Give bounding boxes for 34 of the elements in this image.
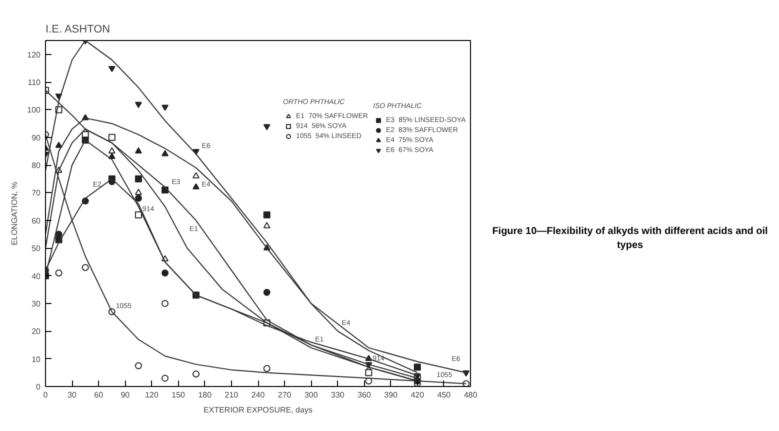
x-tick-label: 240 (251, 390, 266, 400)
x-tick-label: 420 (410, 390, 425, 400)
y-tick-label: 40 (32, 272, 42, 281)
x-tick-label: 210 (224, 390, 239, 400)
x-tick-label: 450 (437, 390, 452, 400)
y-tick-label: 30 (32, 299, 42, 308)
y-tick-label: 110 (28, 78, 42, 88)
y-tick-label: 60 (32, 216, 42, 226)
y-tick-label: 0 (36, 382, 42, 392)
y-tick-label: 120 (27, 50, 42, 60)
x-tick-label: 150 (172, 390, 186, 400)
x-tick-label: 360 (358, 390, 372, 400)
y-axis-title: ELONGATION, % (10, 182, 20, 246)
y-tick-label: 50 (32, 244, 42, 254)
y-tick-label: 70 (32, 188, 42, 198)
x-tick-label: 30 (68, 390, 78, 400)
y-tick-label: 80 (32, 161, 42, 170)
x-tick-label: 270 (278, 390, 292, 400)
x-tick-label: 180 (198, 390, 212, 400)
x-tick-label: 120 (145, 390, 159, 400)
y-tick-label: 100 (27, 106, 42, 115)
y-tick-label: 20 (32, 327, 42, 336)
x-axis-title: EXTERIOR EXPOSURE, days (204, 406, 312, 414)
x-tick-label: 60 (94, 390, 104, 400)
x-tick-label: 390 (384, 390, 398, 400)
x-tick-label: 90 (120, 390, 130, 400)
x-tick-label: 330 (331, 390, 345, 400)
text: I.E. ASHTON (46, 24, 110, 36)
y-tick-label: 10 (32, 354, 42, 364)
text: Figure 10—Flexibility of alkyds with different acids and oil types (491, 225, 769, 254)
x-tick-label: 480 (464, 390, 478, 400)
x-tick-label: 300 (304, 390, 318, 400)
y-tick-label: 90 (32, 133, 42, 142)
x-tick-label: 0 (43, 390, 48, 400)
